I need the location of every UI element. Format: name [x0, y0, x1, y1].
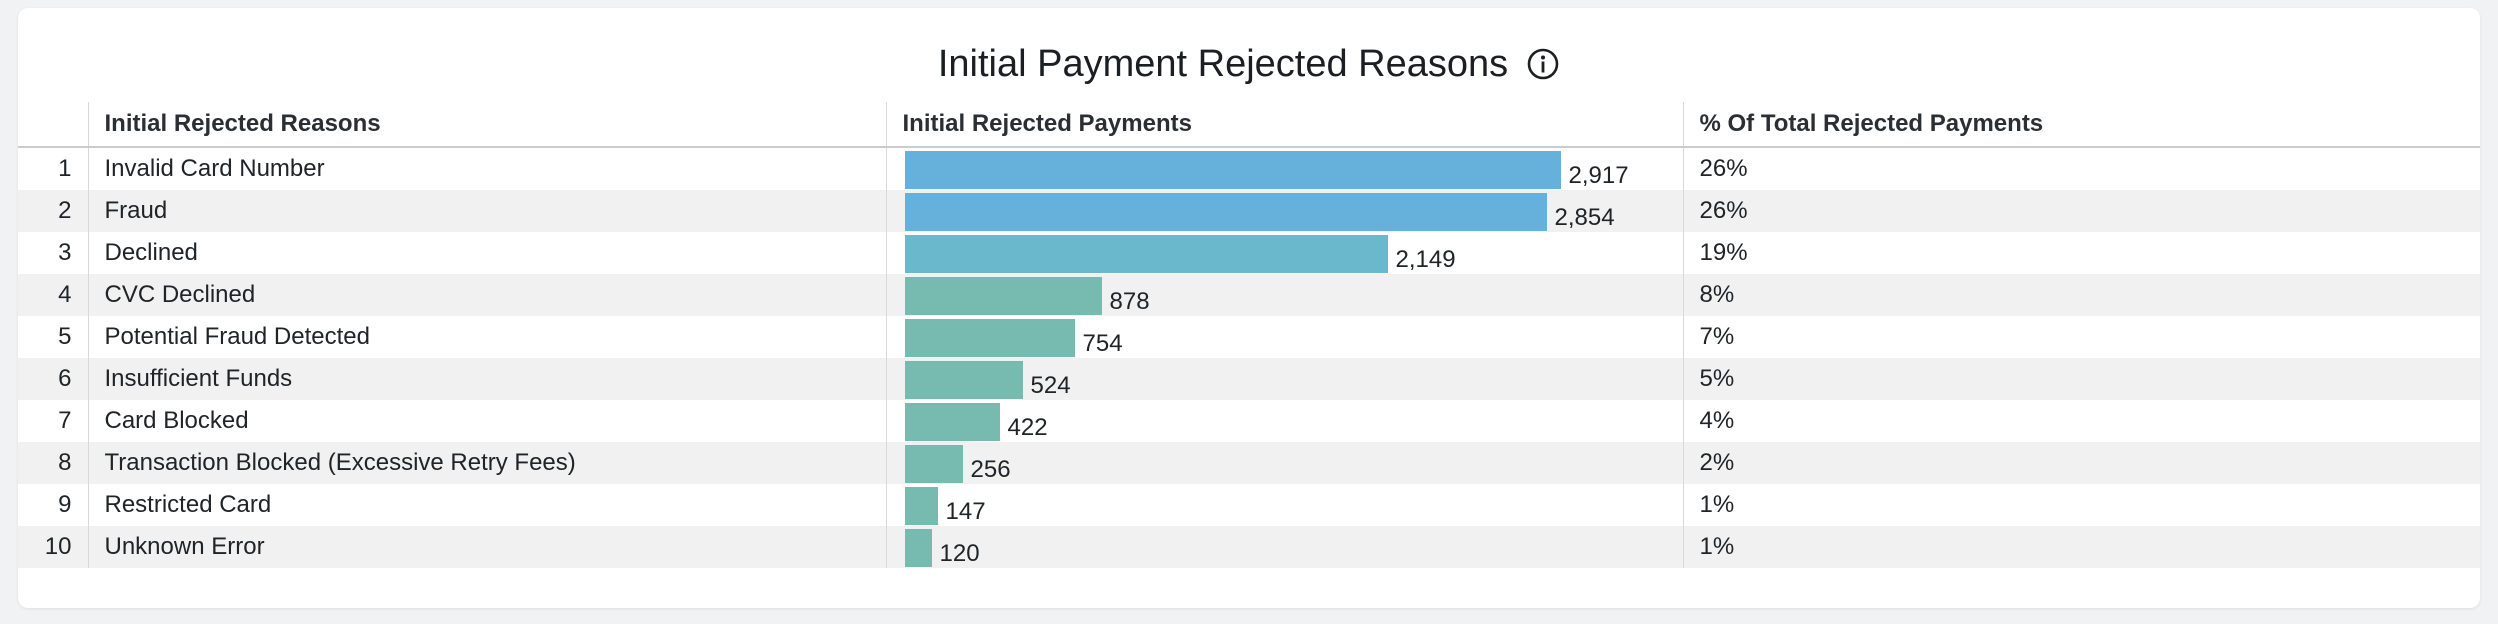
payments-cell: 878	[885, 274, 1683, 316]
row-index: 8	[18, 442, 88, 484]
payment-value-label: 2,149	[1395, 246, 1456, 273]
payment-value-label: 422	[1007, 414, 1048, 441]
table-row[interactable]: 6 Insufficient Funds 524 5%	[18, 358, 2480, 400]
payment-bar	[904, 403, 1000, 441]
payments-cell: 754	[885, 316, 1683, 358]
payment-value-label: 2,917	[1568, 162, 1629, 189]
bar-wrap: 524	[904, 358, 1683, 400]
table-header-row: Initial Rejected Reasons Initial Rejecte…	[18, 102, 2480, 148]
payment-bar	[904, 193, 1547, 231]
payment-value-label: 256	[970, 456, 1011, 483]
rejected-reasons-table: Initial Rejected Reasons Initial Rejecte…	[18, 102, 2480, 568]
reason-cell: Unknown Error	[87, 526, 886, 568]
row-index: 10	[18, 526, 88, 568]
reasons-header[interactable]: Initial Rejected Reasons	[87, 102, 886, 148]
payment-bar	[904, 445, 963, 483]
payment-value-label: 524	[1030, 372, 1071, 399]
reason-cell: Restricted Card	[87, 484, 886, 526]
table-row[interactable]: 1 Invalid Card Number 2,917 26%	[18, 147, 2480, 190]
bar-wrap: 2,854	[904, 190, 1683, 232]
table-row[interactable]: 2 Fraud 2,854 26%	[18, 190, 2480, 232]
reason-cell: Declined	[87, 232, 886, 274]
percent-header[interactable]: % Of Total Rejected Payments	[1682, 102, 2480, 148]
payment-bar	[904, 151, 1561, 189]
row-index: 1	[58, 155, 72, 182]
bar-wrap: 2,917	[904, 148, 1683, 190]
payment-bar	[904, 361, 1023, 399]
payment-bar	[904, 487, 938, 525]
bar-wrap: 878	[904, 274, 1683, 316]
payment-bar	[904, 235, 1388, 273]
payments-cell: 147	[885, 484, 1683, 526]
table-row[interactable]: 4 CVC Declined 878 8%	[18, 274, 2480, 316]
payment-value-label: 147	[945, 498, 986, 525]
reason-cell: Fraud	[87, 190, 886, 232]
reason-cell: CVC Declined	[87, 274, 886, 316]
reason-cell: Potential Fraud Detected	[87, 316, 886, 358]
bar-wrap: 120	[904, 526, 1683, 568]
percent-cell: 1%	[1682, 526, 2480, 568]
bar-wrap: 147	[904, 484, 1683, 526]
row-index: 3	[58, 239, 72, 266]
percent-cell: 2%	[1682, 442, 2480, 484]
bar-wrap: 256	[904, 442, 1683, 484]
percent-cell: 26%	[1682, 147, 2480, 190]
payment-value-label: 754	[1082, 330, 1123, 357]
bar-wrap: 2,149	[904, 232, 1683, 274]
info-icon[interactable]	[1526, 47, 1560, 81]
payment-bar	[904, 529, 932, 567]
row-index: 9	[58, 491, 72, 518]
table-row[interactable]: 5 Potential Fraud Detected 754 7%	[18, 316, 2480, 358]
reason-cell: Insufficient Funds	[87, 358, 886, 400]
payments-cell: 422	[885, 400, 1683, 442]
bar-wrap: 422	[904, 400, 1683, 442]
payments-header[interactable]: Initial Rejected Payments	[885, 102, 1683, 148]
payment-value-label: 878	[1109, 288, 1150, 315]
row-index: 4	[18, 274, 88, 316]
percent-cell: 26%	[1682, 190, 2480, 232]
index-header	[18, 102, 88, 148]
row-index: 2	[18, 190, 88, 232]
payments-cell: 524	[885, 358, 1683, 400]
reason-cell: Invalid Card Number	[87, 147, 886, 190]
payment-bar	[904, 277, 1102, 315]
percent-cell: 8%	[1682, 274, 2480, 316]
table-row[interactable]: 3 Declined 2,149 19%	[18, 232, 2480, 274]
table-row[interactable]: 7 Card Blocked 422 4%	[18, 400, 2480, 442]
reason-cell: Transaction Blocked (Excessive Retry Fee…	[87, 442, 886, 484]
chart-title: Initial Payment Rejected Reasons	[937, 42, 1509, 85]
percent-cell: 4%	[1682, 400, 2480, 442]
row-index: 5	[58, 323, 72, 350]
reason-cell: Card Blocked	[87, 400, 886, 442]
row-index: 7	[58, 407, 72, 434]
payments-cell: 120	[885, 526, 1683, 568]
payment-value-label: 120	[939, 540, 980, 567]
payment-bar	[904, 319, 1075, 357]
table-row[interactable]: 10 Unknown Error 120 1%	[18, 526, 2480, 568]
percent-cell: 5%	[1682, 358, 2480, 400]
percent-cell: 7%	[1682, 316, 2480, 358]
bar-wrap: 754	[904, 316, 1683, 358]
payments-cell: 2,917	[885, 147, 1683, 190]
percent-cell: 19%	[1682, 232, 2480, 274]
percent-cell: 1%	[1682, 484, 2480, 526]
row-index: 6	[18, 358, 88, 400]
title-row: Initial Payment Rejected Reasons	[18, 36, 2480, 92]
payments-cell: 2,149	[885, 232, 1683, 274]
chart-card: Initial Payment Rejected Reasons Initial…	[18, 8, 2480, 608]
table-row[interactable]: 8 Transaction Blocked (Excessive Retry Fe…	[18, 442, 2480, 484]
payments-cell: 2,854	[885, 190, 1683, 232]
payment-value-label: 2,854	[1554, 204, 1615, 231]
table-row[interactable]: 9 Restricted Card 147 1%	[18, 484, 2480, 526]
table-body: 1 Invalid Card Number 2,917 26% 2 Fraud 2,854 2…	[18, 147, 2480, 568]
payments-cell: 256	[885, 442, 1683, 484]
